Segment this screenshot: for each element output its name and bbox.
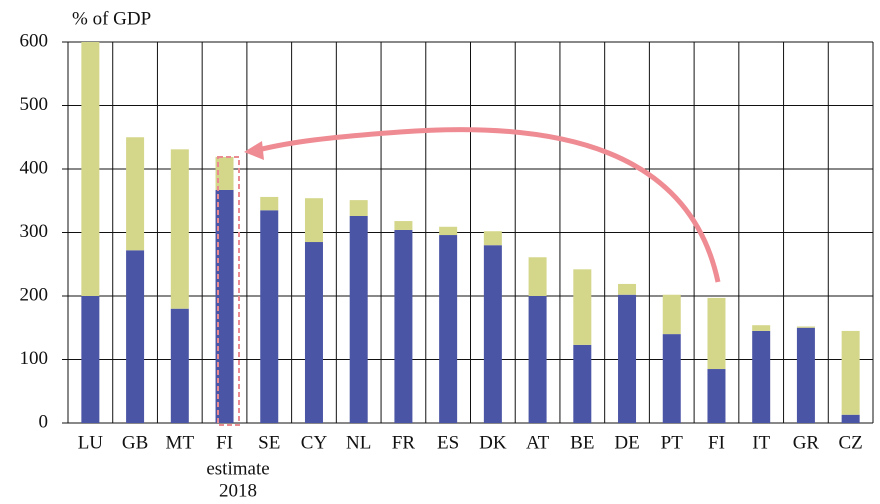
bar-segment bbox=[662, 294, 681, 335]
x-tick-label: CZ bbox=[838, 432, 862, 453]
bar-segment bbox=[528, 296, 547, 423]
annotation: estimate bbox=[206, 458, 269, 479]
bar-segment bbox=[81, 296, 100, 423]
bar-segment bbox=[483, 231, 502, 246]
bar-segment bbox=[215, 189, 234, 423]
x-tick-label: FR bbox=[392, 432, 416, 453]
bar-segment bbox=[126, 137, 145, 251]
arrow-head bbox=[244, 141, 264, 160]
x-tick-label: LU bbox=[78, 432, 104, 453]
x-tick-label: FI bbox=[708, 432, 725, 453]
x-tick-label: DE bbox=[614, 432, 639, 453]
bar-segment bbox=[439, 226, 458, 236]
bar-segment bbox=[304, 242, 323, 423]
x-tick-label: GR bbox=[793, 432, 820, 453]
bar-segment bbox=[170, 308, 189, 423]
x-tick-label: ES bbox=[437, 432, 459, 453]
bar-segment bbox=[126, 250, 145, 423]
bar-segment bbox=[707, 297, 726, 370]
y-tick-label: 200 bbox=[20, 284, 49, 305]
bar-segment bbox=[573, 344, 592, 423]
x-tick-label: MT bbox=[166, 432, 195, 453]
y-tick-label: 100 bbox=[20, 348, 49, 369]
annotation: 2018 bbox=[219, 480, 257, 501]
x-tick-label: AT bbox=[526, 432, 550, 453]
bar-segment bbox=[349, 200, 368, 216]
bar-segment bbox=[81, 42, 100, 296]
x-tick-label: SE bbox=[258, 432, 280, 453]
y-tick-label: 600 bbox=[20, 30, 49, 51]
x-tick-label: IT bbox=[752, 432, 770, 453]
bar-segment bbox=[260, 196, 279, 211]
x-tick-label: GB bbox=[122, 432, 148, 453]
bar-segment bbox=[796, 327, 815, 423]
arrow bbox=[257, 127, 721, 283]
x-tick-label: FI bbox=[216, 432, 233, 453]
bar-segment bbox=[618, 283, 637, 295]
bar-segment bbox=[439, 235, 458, 423]
bar-segment bbox=[349, 215, 368, 423]
y-tick-label: 500 bbox=[20, 94, 49, 115]
bar-segment bbox=[170, 149, 189, 309]
bar-segment bbox=[752, 330, 771, 423]
y-tick-label: 400 bbox=[20, 157, 49, 178]
highlight-box bbox=[217, 156, 240, 426]
bar-segment bbox=[841, 330, 860, 415]
bar-segment bbox=[618, 294, 637, 423]
x-tick-label: DK bbox=[479, 432, 507, 453]
x-tick-label: CY bbox=[301, 432, 328, 453]
plot: 0 100 200 300 400 500 600 LU GB MT FI SE CY NL FR ES DK A… bbox=[20, 30, 874, 453]
bar-segment bbox=[394, 229, 413, 423]
bar-segment bbox=[796, 326, 815, 328]
x-tick-label: PT bbox=[661, 432, 684, 453]
x-tick-label: NL bbox=[346, 432, 371, 453]
bar-segment bbox=[752, 325, 771, 331]
bar-segment bbox=[394, 221, 413, 230]
y-tick-label: 0 bbox=[39, 411, 49, 432]
bar-segment bbox=[215, 156, 234, 190]
x-tick-label: BE bbox=[570, 432, 594, 453]
bar-segment bbox=[528, 257, 547, 296]
y-axis-label: % of GDP bbox=[72, 8, 151, 29]
bar-segment bbox=[260, 210, 279, 423]
y-tick-label: 300 bbox=[20, 221, 49, 242]
bar-segment bbox=[707, 369, 726, 423]
bar-segment bbox=[662, 334, 681, 423]
bar-segment bbox=[841, 414, 860, 423]
bar-segment bbox=[304, 198, 323, 243]
bar-segment bbox=[483, 245, 502, 423]
bar-segment bbox=[573, 269, 592, 345]
